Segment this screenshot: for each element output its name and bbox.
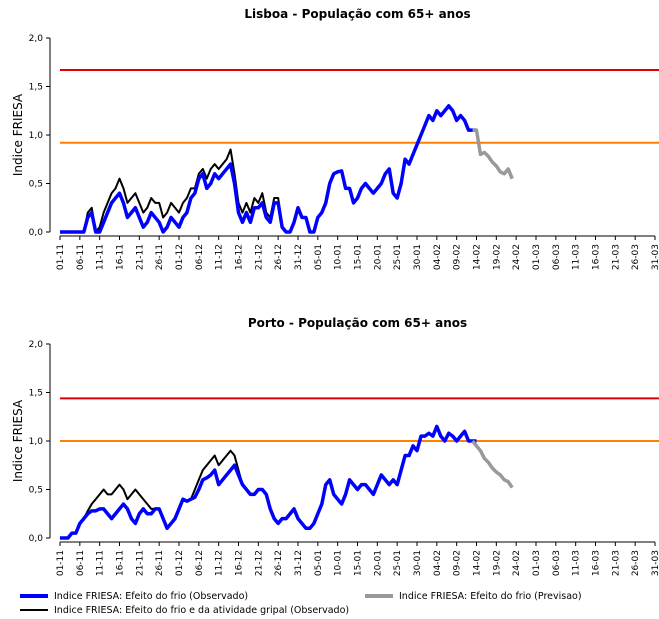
- y-axis-label: Indice FRIESA: [11, 399, 25, 482]
- x-tick-label: 11-03: [572, 244, 582, 270]
- x-tick-label: 26-03: [631, 550, 641, 576]
- x-tick-label: 04-02: [433, 244, 443, 270]
- x-tick-label: 09-02: [453, 550, 463, 576]
- x-tick-label: 11-11: [96, 550, 106, 576]
- x-tick-label: 06-03: [552, 550, 562, 576]
- y-tick-label: 1,5: [29, 389, 43, 399]
- x-tick-label: 30-01: [413, 244, 423, 270]
- x-tick-label: 15-01: [354, 550, 364, 576]
- y-tick-label: 1,0: [29, 437, 44, 447]
- y-tick-label: 0,5: [29, 180, 43, 190]
- legend-label: Indice FRIESA: Efeito do frio (Observado…: [54, 591, 248, 602]
- y-tick-label: 2,0: [29, 340, 44, 350]
- x-tick-label: 26-12: [274, 550, 284, 576]
- x-tick-label: 05-01: [314, 550, 324, 576]
- x-tick-label: 31-03: [651, 550, 659, 576]
- y-tick-label: 1,5: [29, 83, 43, 93]
- x-tick-label: 21-03: [611, 550, 621, 576]
- x-tick-label: 21-12: [254, 550, 264, 576]
- x-tick-label: 01-12: [175, 550, 185, 576]
- x-tick-label: 01-03: [532, 550, 542, 576]
- x-tick-label: 19-02: [492, 550, 502, 576]
- x-tick-label: 21-12: [254, 244, 264, 270]
- x-tick-label: 31-12: [294, 244, 304, 270]
- x-tick-label: 30-01: [413, 550, 423, 576]
- x-tick-label: 10-01: [334, 244, 344, 270]
- y-tick-label: 2,0: [29, 34, 44, 44]
- x-tick-label: 01-11: [56, 550, 66, 576]
- x-tick-label: 15-01: [354, 244, 364, 270]
- x-tick-label: 06-12: [195, 244, 205, 270]
- y-tick-label: 1,0: [29, 131, 44, 141]
- chart-title: Porto - População com 65+ anos: [248, 316, 467, 330]
- x-tick-label: 31-03: [651, 244, 659, 270]
- x-tick-label: 24-02: [512, 244, 522, 270]
- x-tick-label: 06-03: [552, 244, 562, 270]
- x-tick-label: 25-01: [393, 550, 403, 576]
- x-tick-label: 06-12: [195, 550, 205, 576]
- x-tick-label: 16-11: [116, 550, 126, 576]
- x-tick-label: 01-12: [175, 244, 185, 270]
- legend-label: Indice FRIESA: Efeito do frio e da ativi…: [54, 605, 349, 616]
- y-tick-label: 0,5: [29, 486, 43, 496]
- series-line: [60, 104, 477, 233]
- x-tick-label: 20-01: [373, 550, 383, 576]
- x-tick-label: 25-01: [393, 244, 403, 270]
- x-tick-label: 14-02: [473, 244, 483, 270]
- x-tick-label: 24-02: [512, 550, 522, 576]
- x-tick-label: 19-02: [492, 244, 502, 270]
- x-tick-label: 21-03: [611, 244, 621, 270]
- x-tick-label: 09-02: [453, 244, 463, 270]
- series-line: [60, 424, 477, 540]
- y-tick-label: 0,0: [29, 534, 44, 544]
- y-tick-label: 0,0: [29, 228, 44, 238]
- x-tick-label: 26-03: [631, 244, 641, 270]
- x-tick-label: 05-01: [314, 244, 324, 270]
- series-line: [472, 128, 514, 180]
- x-tick-label: 21-11: [135, 550, 145, 576]
- x-tick-label: 26-12: [274, 244, 284, 270]
- x-tick-label: 06-11: [76, 550, 86, 576]
- series-line: [471, 439, 514, 489]
- x-tick-label: 26-11: [155, 244, 165, 270]
- x-tick-label: 16-12: [235, 244, 245, 270]
- x-tick-label: 11-12: [215, 550, 225, 576]
- legend-label: Indice FRIESA: Efeito do frio (Previsao): [399, 591, 582, 602]
- x-tick-label: 31-12: [294, 550, 304, 576]
- x-tick-label: 16-03: [592, 550, 602, 576]
- x-tick-label: 01-11: [56, 244, 66, 270]
- x-tick-label: 26-11: [155, 550, 165, 576]
- x-tick-label: 16-11: [116, 244, 126, 270]
- series-line: [60, 104, 477, 234]
- x-tick-label: 01-03: [532, 244, 542, 270]
- x-tick-label: 11-11: [96, 244, 106, 270]
- series-line: [60, 425, 477, 539]
- x-tick-label: 06-11: [76, 244, 86, 270]
- x-tick-label: 20-01: [373, 244, 383, 270]
- x-tick-label: 11-12: [215, 244, 225, 270]
- x-tick-label: 16-12: [235, 550, 245, 576]
- x-tick-label: 21-11: [135, 244, 145, 270]
- x-tick-label: 16-03: [592, 244, 602, 270]
- chart-title: Lisboa - População com 65+ anos: [244, 7, 470, 21]
- x-tick-label: 11-03: [572, 550, 582, 576]
- y-axis-label: Indice FRIESA: [11, 93, 25, 176]
- x-tick-label: 04-02: [433, 550, 443, 576]
- x-tick-label: 10-01: [334, 550, 344, 576]
- x-tick-label: 14-02: [473, 550, 483, 576]
